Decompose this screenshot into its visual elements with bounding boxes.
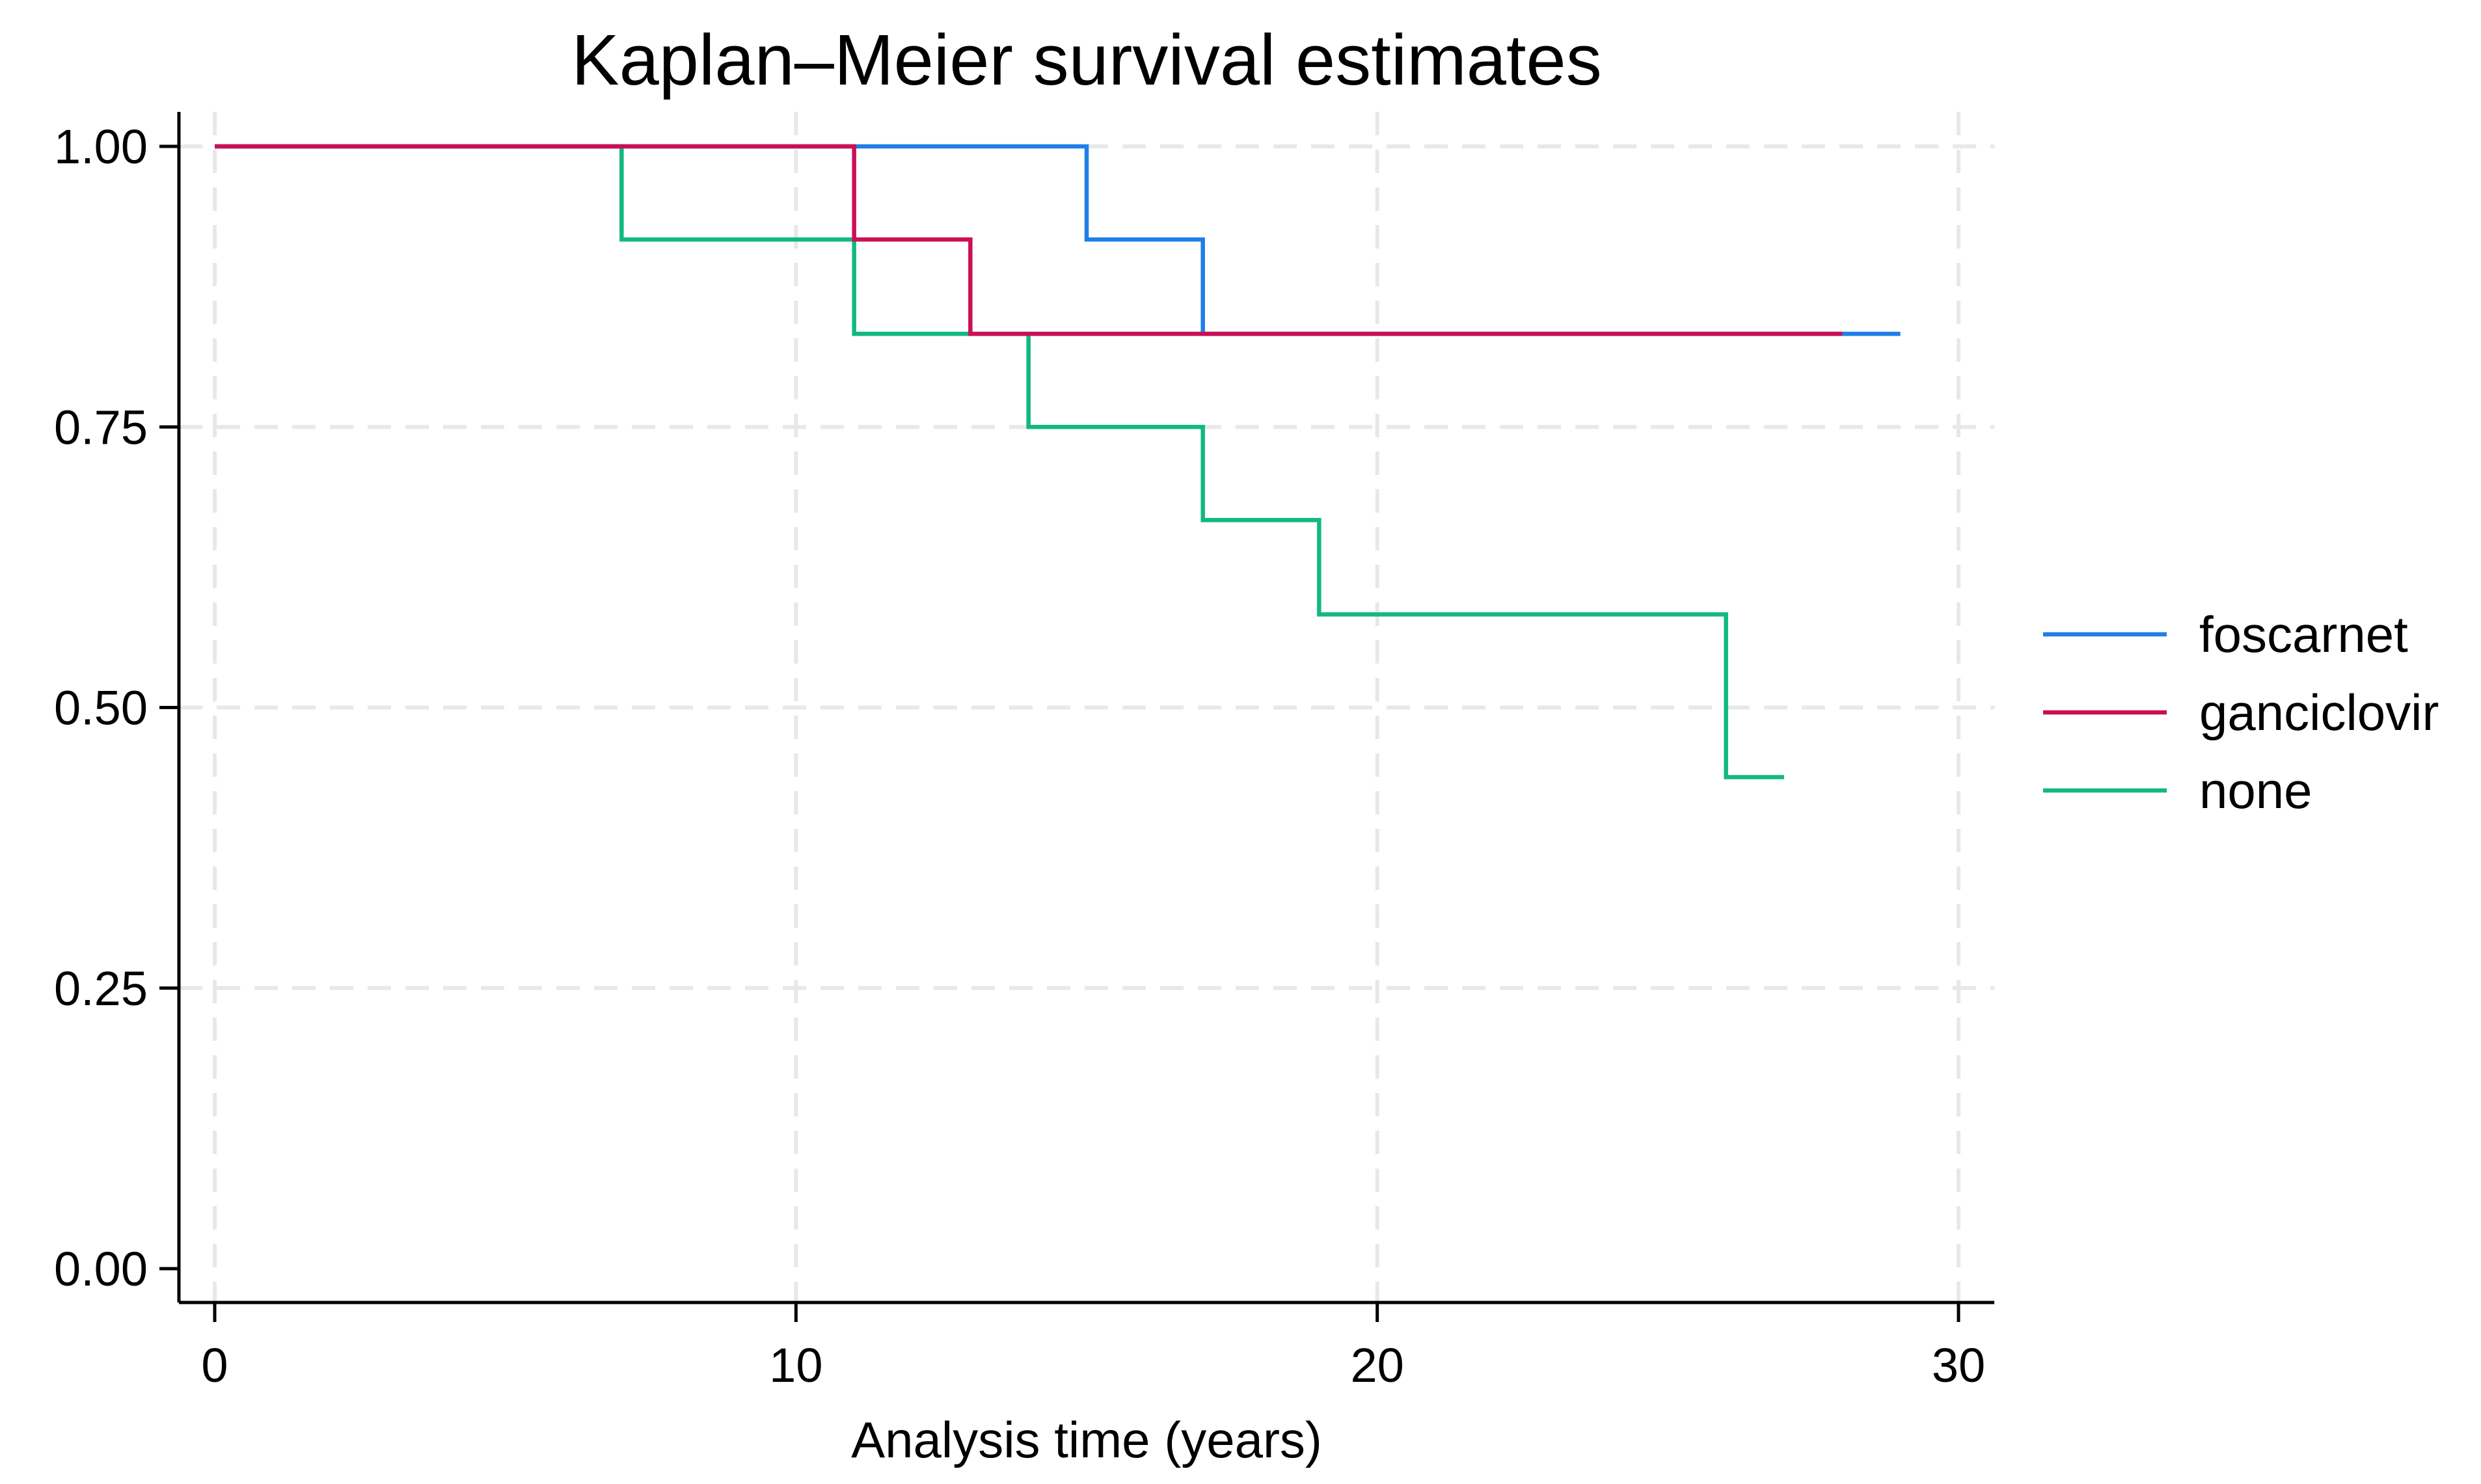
x-axis-label: Analysis time (years) (851, 1411, 1322, 1468)
curve-none (215, 144, 1784, 779)
legend-label-none: none (2199, 762, 2312, 819)
x-tick-label-0: 0 (201, 1338, 228, 1392)
y-tick-label-1: 0.25 (54, 962, 148, 1016)
legend-label-foscarnet: foscarnet (2199, 606, 2408, 663)
y-tick-label-2: 0.50 (54, 681, 148, 735)
y-tick-label-4: 1.00 (54, 120, 148, 174)
y-tick-label-0: 0.00 (54, 1242, 148, 1296)
y-tick-label-3: 0.75 (54, 400, 148, 454)
tick-labels: 0.00 0.25 0.50 0.75 1.00 0 10 20 30 (54, 120, 1985, 1392)
x-tick-label-1: 10 (769, 1338, 822, 1392)
legend: foscarnet ganciclovir none (2043, 606, 2439, 819)
axes (159, 112, 1994, 1322)
curve-ganciclovir (215, 144, 1843, 336)
x-tick-label-3: 30 (1932, 1338, 1985, 1392)
x-tick-label-2: 20 (1351, 1338, 1404, 1392)
chart-title: Kaplan–Meier survival estimates (571, 20, 1601, 100)
legend-label-ganciclovir: ganciclovir (2199, 684, 2439, 741)
survival-curves (215, 144, 1901, 779)
